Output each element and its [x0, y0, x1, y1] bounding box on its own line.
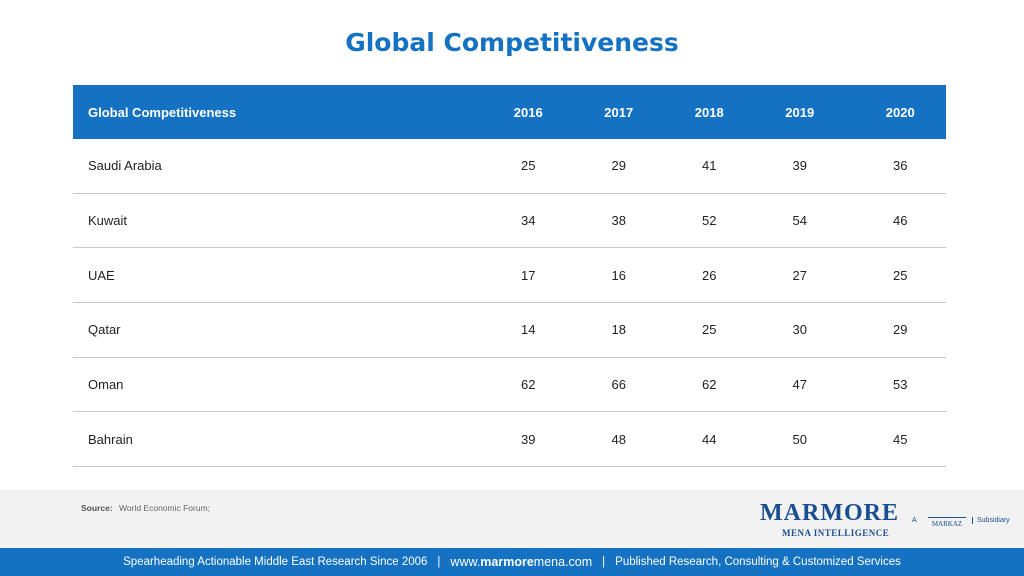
value-cell: 16 [611, 267, 626, 283]
value-cell: 25 [893, 267, 908, 283]
value-cell: 48 [611, 431, 626, 447]
separator: | [437, 556, 441, 568]
source-label: Source: [81, 503, 113, 513]
value-cell: 36 [893, 158, 908, 174]
value-cell: 45 [893, 431, 908, 447]
bottom-bar: Spearheading Actionable Middle East Rese… [0, 548, 1024, 576]
arabic-script-icon [928, 508, 966, 518]
footer-band [0, 490, 1024, 548]
value-cell: 44 [702, 431, 717, 447]
country-cell: Oman [88, 377, 124, 393]
value-cell: 50 [792, 431, 807, 447]
country-cell: Saudi Arabia [88, 158, 162, 174]
logo-parent: MARKAZ [931, 520, 963, 528]
value-cell: 18 [611, 322, 626, 338]
value-cell: 66 [611, 377, 626, 393]
website-link[interactable]: www.marmoremena.com [450, 555, 592, 569]
value-cell: 39 [521, 431, 536, 447]
marmore-logo: MARMORE MENA INTELLIGENCE A MARKAZ Subsi… [760, 500, 1010, 542]
separator: | [602, 556, 606, 568]
table-row: Saudi Arabia 25 29 41 39 36 [73, 139, 946, 194]
logo-tagline: MENA INTELLIGENCE [782, 528, 890, 538]
logo-prefix: A [912, 517, 917, 524]
markaz-logo: MARKAZ [922, 508, 972, 530]
table-row: Qatar 14 18 25 30 29 [73, 303, 946, 358]
table-row: Kuwait 34 38 52 54 46 [73, 194, 946, 249]
website-suffix: mena.com [533, 555, 593, 569]
value-cell: 39 [792, 158, 807, 174]
bottom-services: Published Research, Consulting & Customi… [615, 556, 901, 568]
competitiveness-table: Global Competitiveness 2016 2017 2018 20… [73, 85, 946, 468]
source-note: Source: World Economic Forum; [81, 503, 210, 513]
header-label: Global Competitiveness [88, 104, 237, 120]
table-row: UAE 17 16 26 27 25 [73, 248, 946, 304]
website-bold: marmore [480, 555, 534, 569]
header-year-2020: 2020 [885, 104, 915, 120]
value-cell: 62 [521, 377, 536, 393]
country-cell: Kuwait [88, 213, 128, 229]
value-cell: 52 [702, 213, 717, 229]
website-prefix: www. [450, 555, 481, 569]
value-cell: 53 [893, 377, 908, 393]
value-cell: 38 [611, 213, 626, 229]
value-cell: 17 [521, 267, 536, 283]
bottom-tagline: Spearheading Actionable Middle East Rese… [123, 556, 428, 568]
country-cell: UAE [88, 267, 115, 283]
value-cell: 25 [702, 322, 717, 338]
value-cell: 41 [702, 158, 717, 174]
logo-suffix: Subsidiary [972, 517, 1010, 524]
value-cell: 30 [792, 322, 807, 338]
header-year-2018: 2018 [694, 104, 724, 120]
value-cell: 27 [792, 267, 807, 283]
value-cell: 29 [611, 158, 626, 174]
value-cell: 46 [893, 213, 908, 229]
value-cell: 34 [521, 213, 536, 229]
page-title: Global Competitiveness [345, 28, 679, 57]
table-row: Oman 62 66 62 47 53 [73, 358, 946, 413]
value-cell: 26 [702, 267, 717, 283]
value-cell: 47 [792, 377, 807, 393]
logo-name: MARMORE [760, 500, 899, 526]
value-cell: 14 [521, 322, 536, 338]
value-cell: 62 [702, 377, 717, 393]
header-year-2019: 2019 [785, 104, 815, 120]
header-year-2016: 2016 [513, 104, 543, 120]
source-text: World Economic Forum; [119, 503, 211, 513]
value-cell: 25 [521, 158, 536, 174]
value-cell: 29 [893, 322, 908, 338]
country-cell: Bahrain [88, 431, 133, 447]
header-year-2017: 2017 [604, 104, 634, 120]
table-row: Bahrain 39 48 44 50 45 [73, 412, 946, 468]
table-header-row: Global Competitiveness 2016 2017 2018 20… [73, 85, 946, 139]
country-cell: Qatar [88, 322, 121, 338]
value-cell: 54 [792, 213, 807, 229]
